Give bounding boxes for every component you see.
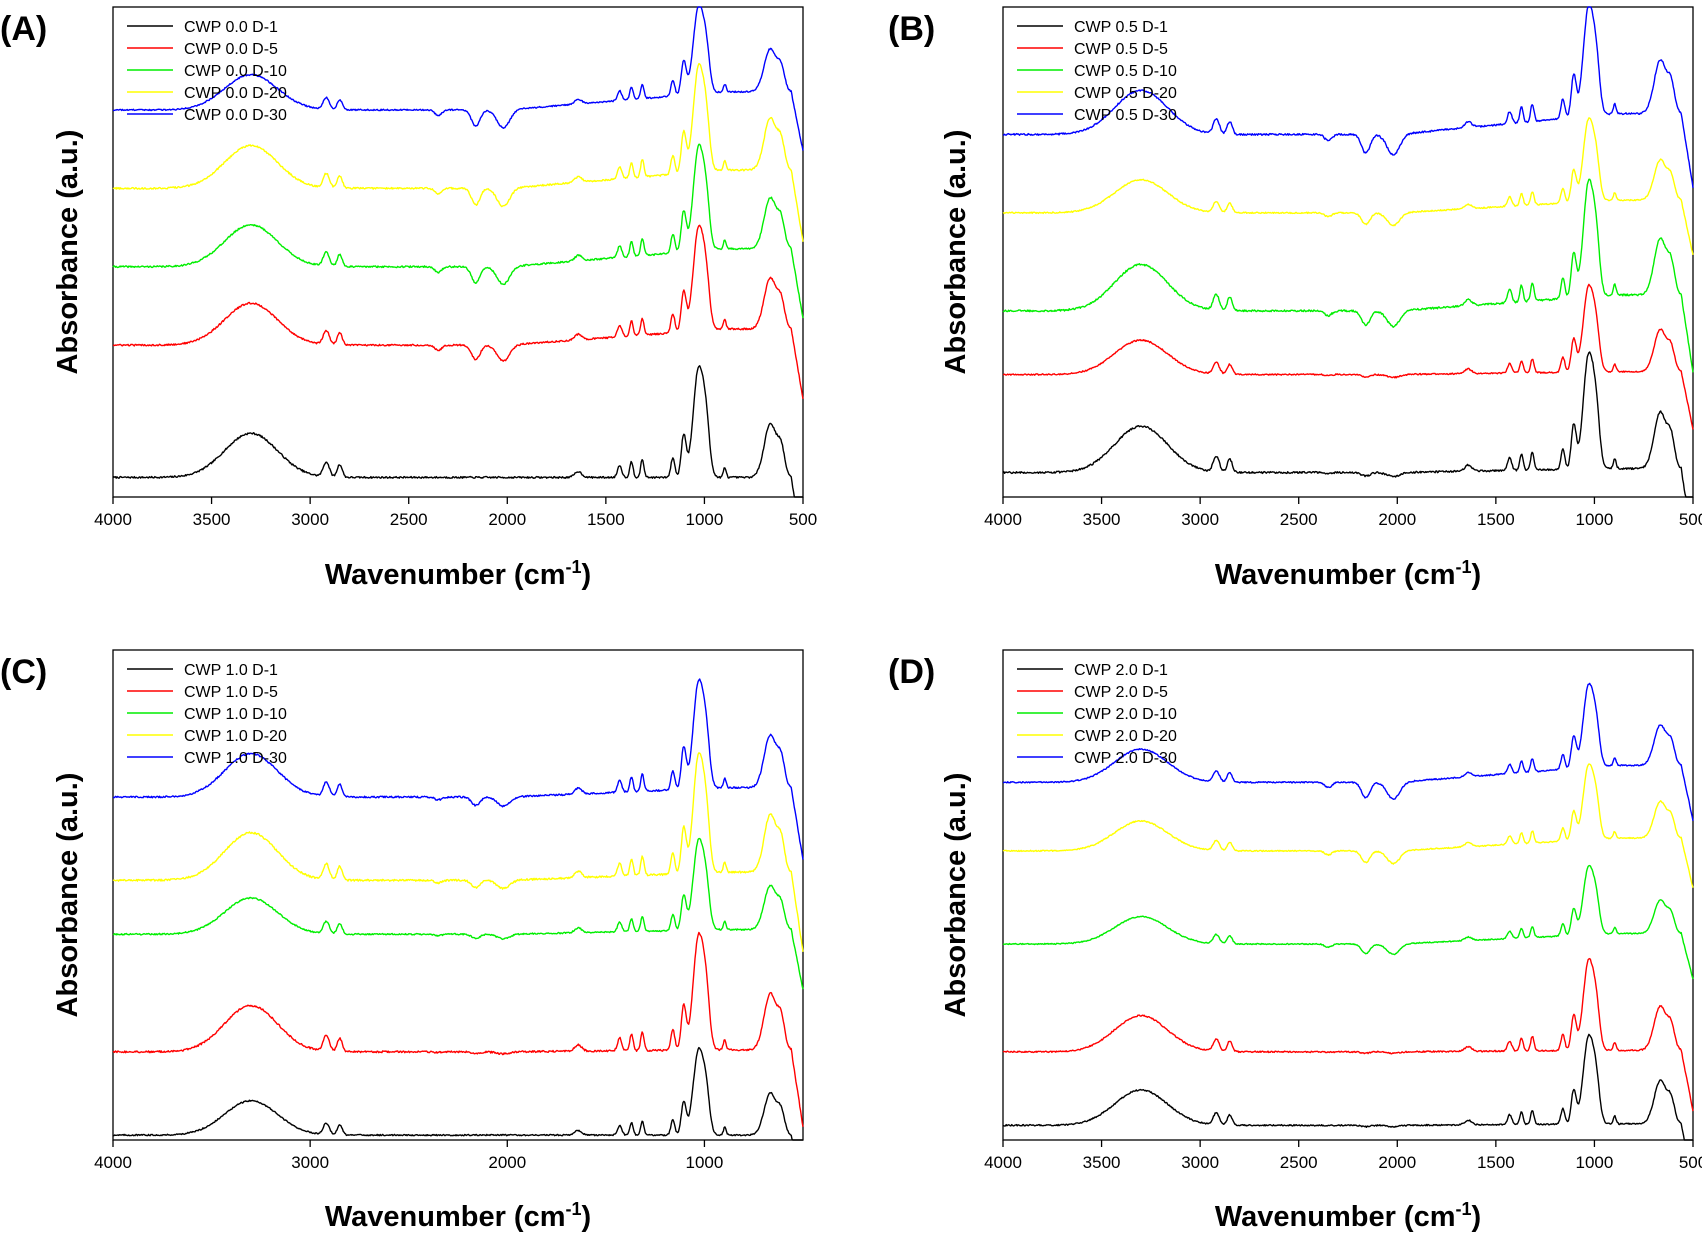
legend-label: CWP 0.0 D-10 (184, 63, 287, 80)
x-tick-label: 500 (1679, 1153, 1702, 1172)
legend: CWP 1.0 D-1 CWP 1.0 D-5 CWP 1.0 D-10 CWP 1.… (127, 662, 287, 767)
x-tick-label: 500 (789, 510, 817, 529)
legend-label: CWP 2.0 D-30 (1074, 750, 1177, 767)
x-tick-label: 2000 (1378, 510, 1416, 529)
x-tick-label: 1000 (1576, 1153, 1614, 1172)
x-tick-label: 3500 (1083, 1153, 1121, 1172)
x-tick-label: 2000 (1378, 1153, 1416, 1172)
series-line-cwp-0-0-d-1 (112, 365, 803, 498)
legend-label: CWP 0.5 D-10 (1074, 63, 1177, 80)
legend-label: CWP 1.0 D-10 (184, 706, 287, 723)
series-line-cwp-1-0-d-5 (112, 931, 804, 1128)
x-axis-title: Wavenumber (cm-1) (1215, 557, 1481, 591)
x-tick-label: 4000 (984, 1153, 1022, 1172)
x-tick-label: 4000 (94, 510, 132, 529)
panel-d: 4000 3500 3000 2500 2000 1500 1000 500 (D) Wavenu… (888, 649, 1702, 1233)
x-tick-label: 500 (1679, 510, 1702, 529)
y-axis-title: Absorbance (a.u.) (940, 773, 972, 1018)
legend-label: CWP 0.5 D-30 (1074, 107, 1177, 124)
legend-label: CWP 0.5 D-20 (1074, 85, 1177, 102)
series-line-cwp-0-5-d-1 (1002, 351, 1693, 498)
series-line-cwp-1-0-d-20 (112, 752, 804, 952)
panel-label: (D) (888, 653, 935, 691)
series-line-cwp-1-0-d-1 (112, 1046, 803, 1141)
legend-label: CWP 0.5 D-1 (1074, 19, 1168, 36)
x-axis-title: Wavenumber (cm-1) (1215, 1199, 1481, 1233)
series-line-cwp-0-0-d-10 (112, 143, 804, 319)
series-line-cwp-2-0-d-5 (1002, 957, 1694, 1112)
x-tick-label: 2500 (390, 510, 428, 529)
legend-label: CWP 2.0 D-10 (1074, 706, 1177, 723)
series-line-cwp-0-0-d-20 (112, 63, 804, 242)
plot-frame (112, 649, 804, 1141)
x-tick-label: 1000 (686, 510, 724, 529)
series-line-cwp-0-0-d-5 (112, 224, 804, 400)
legend-label: CWP 1.0 D-1 (184, 662, 278, 679)
series-line-cwp-2-0-d-30 (1002, 682, 1694, 822)
legend: CWP 2.0 D-1 CWP 2.0 D-5 CWP 2.0 D-10 CWP 2.… (1017, 662, 1177, 767)
legend-label: CWP 0.0 D-30 (184, 107, 287, 124)
legend-label: CWP 0.0 D-20 (184, 85, 287, 102)
x-tick-label: 3000 (291, 510, 329, 529)
x-tick-label: 4000 (984, 510, 1022, 529)
x-tick-label: 1000 (1576, 510, 1614, 529)
legend-label: CWP 0.0 D-5 (184, 41, 278, 58)
legend: CWP 0.5 D-1 CWP 0.5 D-5 CWP 0.5 D-10 CWP 0.… (1017, 19, 1177, 124)
series-line-cwp-0-5-d-20 (1002, 117, 1694, 256)
series-line-cwp-2-0-d-10 (1002, 864, 1694, 980)
x-axis-title: Wavenumber (cm-1) (325, 1199, 591, 1233)
series-line-cwp-0-0-d-30 (112, 6, 804, 151)
x-tick-label: 1500 (1477, 510, 1515, 529)
series-line-cwp-1-0-d-30 (112, 678, 804, 860)
legend-label: CWP 1.0 D-5 (184, 684, 278, 701)
series-line-cwp-0-5-d-30 (1002, 6, 1694, 188)
x-tick-label: 3500 (1083, 510, 1121, 529)
x-tick-label: 1500 (587, 510, 625, 529)
x-tick-label: 3000 (291, 1153, 329, 1172)
y-axis-title: Absorbance (a.u.) (52, 130, 84, 375)
x-tick-label: 3000 (1181, 510, 1219, 529)
legend-label: CWP 2.0 D-1 (1074, 662, 1168, 679)
panel-a: 4000 3500 3000 2500 2000 1500 1000 500 (A) Wavenu… (0, 6, 817, 591)
x-tick-label: 3500 (193, 510, 231, 529)
x-tick-label: 2500 (1280, 510, 1318, 529)
series-line-cwp-1-0-d-10 (112, 837, 804, 990)
x-tick-label: 2000 (488, 510, 526, 529)
x-tick-label: 3000 (1181, 1153, 1219, 1172)
panel-label: (C) (0, 653, 47, 691)
x-axis-title: Wavenumber (cm-1) (325, 557, 591, 591)
panel-c: 4000 3000 2000 1000 (C) Wavenumber (cm-1) Abso… (0, 649, 804, 1233)
legend-label: CWP 2.0 D-20 (1074, 728, 1177, 745)
legend-label: CWP 1.0 D-30 (184, 750, 287, 767)
x-tick-label: 2000 (488, 1153, 526, 1172)
panel-b: 4000 3500 3000 2500 2000 1500 1000 500 (B) Wavenu… (888, 6, 1702, 591)
x-tick-label: 4000 (94, 1153, 132, 1172)
x-tick-label: 1500 (1477, 1153, 1515, 1172)
series-line-cwp-2-0-d-1 (1002, 1033, 1693, 1141)
plot-frame (1002, 649, 1694, 1141)
legend-label: CWP 0.0 D-1 (184, 19, 278, 36)
series-line-cwp-2-0-d-20 (1002, 763, 1694, 888)
legend-label: CWP 2.0 D-5 (1074, 684, 1168, 701)
legend-label: CWP 0.5 D-5 (1074, 41, 1168, 58)
x-tick-label: 1000 (686, 1153, 724, 1172)
legend: CWP 0.0 D-1 CWP 0.0 D-5 CWP 0.0 D-10 CWP 0.… (127, 19, 287, 124)
plot-frame (112, 6, 804, 498)
series-line-cwp-0-5-d-5 (1002, 283, 1694, 430)
x-tick-label: 2500 (1280, 1153, 1318, 1172)
legend-label: CWP 1.0 D-20 (184, 728, 287, 745)
series-line-cwp-0-5-d-10 (1002, 178, 1694, 373)
plot-frame (1002, 6, 1694, 498)
panel-label: (A) (0, 10, 47, 48)
panel-label: (B) (888, 10, 935, 48)
y-axis-title: Absorbance (a.u.) (52, 773, 84, 1018)
y-axis-title: Absorbance (a.u.) (940, 130, 972, 375)
